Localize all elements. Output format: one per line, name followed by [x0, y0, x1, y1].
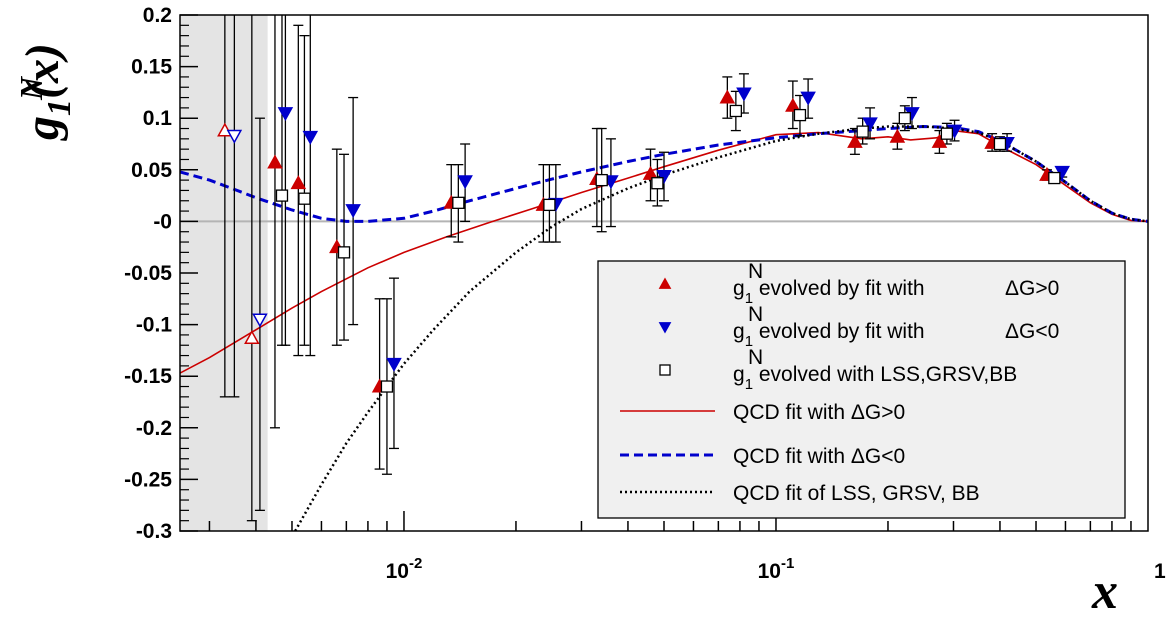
marker-triangle-down — [277, 107, 294, 122]
marker-triangle-up — [889, 128, 906, 143]
legend-label-sup: N — [748, 346, 763, 369]
marker-triangle-up — [642, 165, 659, 180]
y-tick-label: -0.3 — [136, 520, 172, 543]
marker-triangle-up — [244, 329, 260, 344]
marker-square-open — [651, 177, 664, 190]
y-tick-label: 0.2 — [143, 4, 172, 27]
legend-label-sup: N — [748, 303, 763, 326]
marker-square-open — [595, 173, 608, 187]
legend-marker-square-open — [659, 364, 671, 376]
svg-text:g1(x): g1(x) — [16, 43, 78, 141]
marker-square-open — [298, 192, 311, 205]
y-tick-label: -0.05 — [124, 262, 172, 285]
y-axis-label: g1(x) N — [13, 43, 78, 141]
y-axis-label-g: g — [16, 116, 69, 141]
marker-triangle-down — [226, 129, 243, 144]
marker-triangle-down — [656, 170, 672, 185]
marker-triangle-up — [931, 133, 948, 148]
y-axis-label-arg: (x) — [16, 43, 69, 99]
marker-triangle-down — [345, 204, 361, 219]
y-axis-ticks: -0.3 -0.25 -0.2 -0.15 -0.1 -0.05 -0 0.05 0.1 0.15… — [124, 4, 198, 543]
marker-square-open — [380, 380, 394, 393]
x-tick-label: 10-1 — [758, 555, 795, 583]
marker-square-open — [543, 198, 556, 212]
legend-label: QCD fit with ΔG>0 — [733, 401, 905, 424]
legend-label-sup: N — [748, 260, 763, 283]
y-tick-label: 0.15 — [131, 56, 172, 79]
x-tick-label: 10-2 — [386, 555, 423, 583]
legend-box — [597, 260, 1126, 519]
legend-label: g1 evolved with LSS,GRSV,BB — [733, 363, 1017, 393]
y-tick-label: -0.2 — [136, 417, 172, 440]
marker-square-open — [856, 125, 869, 138]
y-tick-label: 0.1 — [143, 107, 173, 130]
marker-square-open — [898, 112, 911, 125]
marker-square-open — [729, 104, 742, 118]
marker-triangle-up — [847, 133, 863, 148]
marker-triangle-up — [267, 154, 283, 169]
marker-triangle-down — [800, 91, 816, 106]
y-tick-label: -0.25 — [124, 468, 172, 491]
marker-square-open — [275, 189, 289, 202]
marker-square-open — [337, 246, 351, 259]
legend-marker-triangle-up — [658, 277, 672, 289]
x-axis-ticks: 10-2 10-1 1 — [208, 511, 1166, 583]
legend-marker-triangle-down — [658, 322, 672, 334]
y-tick-label: -0.1 — [136, 314, 173, 337]
marker-triangle-down — [736, 87, 752, 102]
marker-square-open — [940, 127, 954, 140]
marker-triangle-up — [785, 97, 801, 112]
legend-label: QCD fit with ΔG<0 — [733, 445, 905, 468]
legend-label: QCD fit of LSS, GRSV, BB — [733, 482, 980, 505]
y-tick-label: -0 — [153, 210, 172, 233]
marker-triangle-down — [302, 130, 319, 145]
legend-label: g1 evolved by fit with — [733, 277, 925, 307]
marker-triangle-up — [719, 89, 736, 104]
legend-label-tail: ΔG<0 — [1005, 320, 1059, 343]
data-markers — [217, 87, 1070, 393]
fit-curve-dashed — [180, 124, 1148, 223]
y-tick-label: 0.05 — [131, 159, 172, 182]
y-axis-label-sup: N — [13, 75, 49, 101]
legend-label: g1 evolved by fit with — [733, 320, 925, 350]
marker-triangle-down — [252, 313, 268, 328]
legend-label-tail: ΔG>0 — [1005, 277, 1059, 300]
marker-triangle-up — [290, 175, 307, 190]
fit-curve-dotted — [294, 125, 1148, 531]
marker-triangle-down — [457, 175, 473, 190]
marker-square-open — [452, 196, 465, 209]
x-tick-label: 1 — [1154, 560, 1166, 583]
y-tick-label: -0.15 — [124, 365, 172, 388]
marker-square-open — [1048, 171, 1061, 185]
marker-triangle-down — [862, 117, 878, 132]
x-axis-label: x — [1091, 563, 1118, 618]
marker-square-open — [793, 108, 807, 122]
y-axis-label-sub: 1 — [41, 99, 78, 116]
marker-square-open — [993, 137, 1007, 151]
marker-triangle-down — [386, 357, 402, 372]
